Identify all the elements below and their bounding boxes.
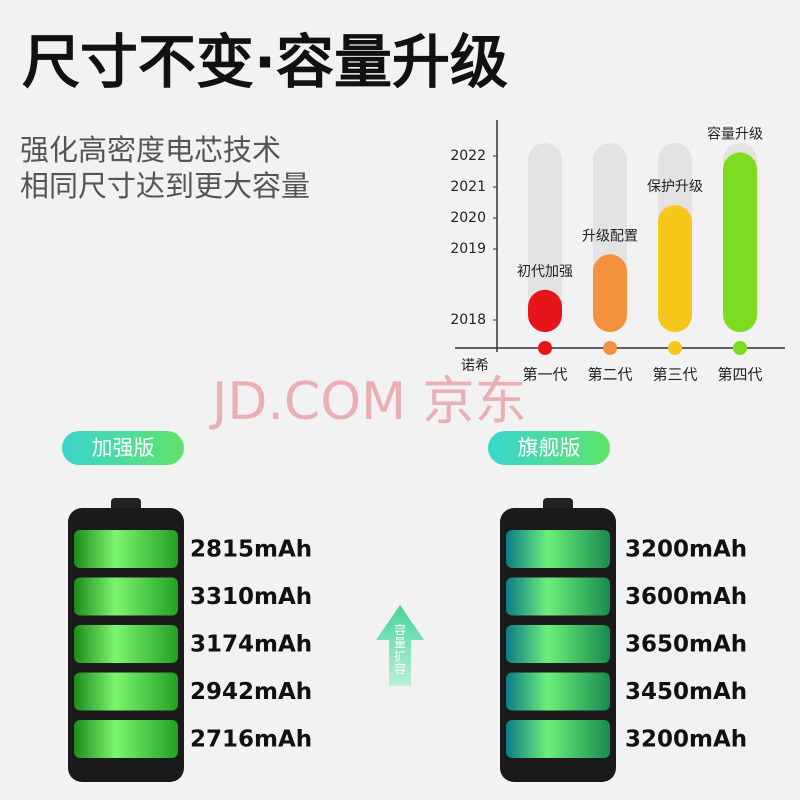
axis-dot (668, 341, 682, 355)
cell (506, 672, 610, 711)
x-tick-label: 第四代 (717, 366, 762, 384)
cell (506, 625, 610, 663)
capacity: 3450mAh (625, 679, 747, 705)
bar-track (528, 143, 562, 332)
cell (506, 577, 610, 616)
y-tick-label: 2021 (450, 179, 486, 195)
capacity: 3310mAh (190, 584, 312, 610)
cell (74, 720, 178, 758)
arrow: 容量扩容 (376, 605, 424, 686)
bar (723, 152, 757, 332)
subtitle: 强化高密度电芯技术 (20, 133, 281, 167)
bar-label: 初代加强 (517, 263, 573, 280)
capacity: 2716mAh (190, 727, 312, 753)
capacity: 3174mAh (190, 632, 312, 658)
capacity: 2815mAh (190, 537, 312, 563)
cell (506, 720, 610, 758)
badge-text: 加强版 (92, 436, 155, 460)
badge (62, 431, 184, 465)
x-tick-label: 第三代 (652, 366, 697, 384)
bar (658, 205, 692, 332)
title: 尺寸不变·容量升级 (22, 28, 508, 96)
axis-dot (603, 341, 617, 355)
badge-text: 旗舰版 (518, 436, 581, 460)
capacity: 3650mAh (625, 632, 747, 658)
y-tick-label: 2019 (450, 241, 486, 257)
y-tick-label: 2022 (450, 148, 486, 164)
bar-label: 容量升级 (707, 125, 763, 142)
bar-label: 升级配置 (582, 228, 638, 244)
cell (74, 672, 178, 711)
axis-dot (733, 341, 747, 355)
axis-dot (538, 341, 552, 355)
x-tick-label: 第二代 (587, 366, 632, 384)
capacity: 3200mAh (625, 537, 747, 563)
brand: 诺希 (461, 358, 489, 374)
badge (488, 431, 610, 465)
y-tick-label: 2018 (450, 312, 486, 328)
cell (74, 530, 178, 568)
bar (528, 289, 562, 332)
subtitle: 相同尺寸达到更大容量 (20, 169, 310, 203)
capacity: 3200mAh (625, 727, 747, 753)
capacity: 2942mAh (190, 679, 312, 705)
watermark: JD.COM 京东 (209, 372, 527, 432)
x-tick-label: 第一代 (522, 366, 567, 384)
cell (506, 530, 610, 568)
bar (593, 254, 627, 332)
cell (74, 577, 178, 616)
y-tick-label: 2020 (450, 210, 486, 226)
arrow-text: 容量扩容 (394, 622, 406, 676)
cell (74, 625, 178, 663)
bar-label: 保护升级 (647, 179, 703, 195)
capacity: 3600mAh (625, 584, 747, 610)
